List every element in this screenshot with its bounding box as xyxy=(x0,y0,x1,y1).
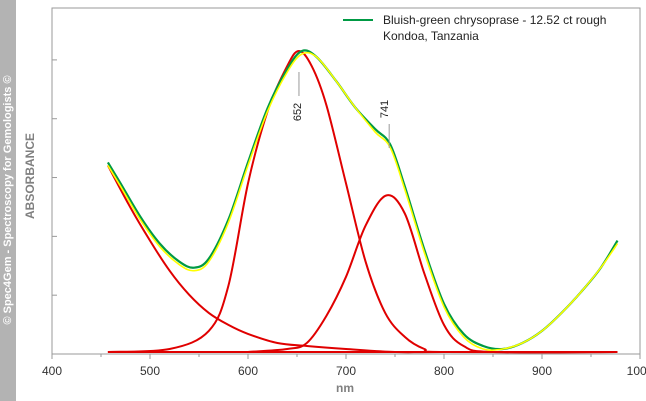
series-band-741 xyxy=(247,194,618,354)
series-uv-tail xyxy=(107,164,618,354)
x-tick-label: 700 xyxy=(336,364,356,378)
x-tick-label: 400 xyxy=(42,364,62,378)
axes: 400 500 600 700 800 900 1000 xyxy=(42,7,646,378)
x-tick-label: 800 xyxy=(434,364,454,378)
x-tick-label: 1000 xyxy=(627,364,646,378)
x-tick-label: 500 xyxy=(140,364,160,378)
peak-markers xyxy=(298,72,390,148)
peak-label-652: 652 xyxy=(292,102,304,122)
watermark-sidebar: © Spec4Gem - Spectroscopy for Gemologist… xyxy=(0,0,16,401)
series-measured-spectrum xyxy=(106,49,619,351)
legend-line-1: Bluish-green chrysoprase - 12.52 ct roug… xyxy=(383,13,607,27)
series-fit-envelope xyxy=(107,51,619,351)
legend-swatch xyxy=(343,19,373,21)
legend-line-2: Kondoa, Tanzania xyxy=(383,29,479,43)
series-band-652 xyxy=(107,50,618,354)
peak-label-741: 741 xyxy=(379,99,391,119)
x-axis-label: nm xyxy=(336,381,354,395)
x-tick-label: 600 xyxy=(238,364,258,378)
x-tick-label: 900 xyxy=(532,364,552,378)
series-group xyxy=(106,49,619,354)
